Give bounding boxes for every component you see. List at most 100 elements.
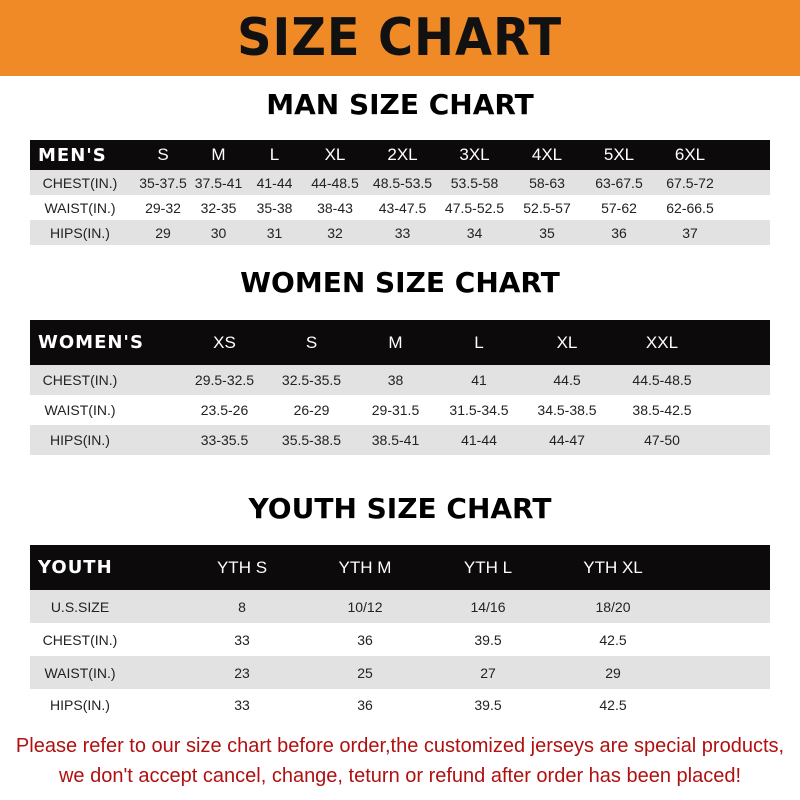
table-cell: 27 [480, 664, 496, 681]
row-label-cell: WAIST(IN.) [30, 402, 180, 418]
table-row: WAIST(IN.) 23 25 27 29 [30, 656, 770, 689]
table-cell: 36 [357, 631, 373, 648]
size-header: YTH L [463, 557, 513, 577]
size-header: S [305, 332, 318, 352]
youth-size-table: YOUTH YTH S YTH M YTH L YTH XL U.S.SIZE 8 10/12… [30, 545, 770, 721]
table-cell: 39.5 [474, 697, 502, 713]
table-cell: 29-32 [145, 199, 181, 216]
table-cell: 47-50 [644, 432, 680, 448]
table-cell: 29 [605, 664, 621, 681]
size-header: 4XL [531, 145, 563, 164]
table-cell: 32.5-35.5 [281, 372, 342, 388]
table-cell: 36 [611, 224, 627, 241]
table-label: WOMEN'S [38, 332, 144, 353]
table-cell: 38-43 [317, 199, 353, 216]
table-cell: 35 [539, 224, 555, 241]
table-cell: 43-47.5 [378, 199, 427, 216]
table-cell: 29 [155, 224, 171, 241]
table-row: HIPS(IN.) 33-35.5 35.5-38.5 38.5-41 41-44 44-… [30, 425, 770, 455]
table-cell: 33 [394, 224, 411, 241]
row-label: CHEST(IN.) [42, 372, 118, 388]
table-cell: 39.5 [474, 631, 502, 648]
men-size-table: MEN'S S M L XL 2XL 3XL 4XL 5XL 6XL CHEST(IN.) 35-37… [30, 140, 770, 245]
men-title: MAN SIZE CHART [266, 88, 534, 121]
table-cell: 29.5-32.5 [194, 372, 255, 388]
table-label: YOUTH [38, 557, 113, 578]
youth-title: YOUTH SIZE CHART [248, 492, 552, 525]
table-row: HIPS(IN.) 33 36 39.5 42.5 [30, 689, 770, 721]
size-header: XL [556, 332, 578, 352]
table-cell: 31 [266, 224, 283, 241]
row-label: HIPS(IN.) [50, 224, 110, 241]
table-cell: 42.5 [599, 631, 627, 648]
table-cell: 52.5-57 [523, 199, 571, 216]
size-header: 3XL [459, 145, 490, 164]
table-label: MEN'S [38, 144, 107, 166]
table-cell: 33 [234, 697, 250, 713]
size-header: YTH XL [583, 557, 643, 577]
table-cell: 37.5-41 [194, 174, 243, 191]
row-label-cell: CHEST(IN.) [30, 175, 135, 191]
table-row: CHEST(IN.) 35-37.5 37.5-41 41-44 44-48.5 48.5… [30, 170, 770, 195]
women-size-table: WOMEN'S XS S M L XL XXL CHEST(IN.) 29.5-32.5 32.5… [30, 320, 770, 455]
size-header: M [388, 332, 403, 352]
table-cell: 53.5-58 [450, 174, 499, 191]
size-header: 2XL [387, 145, 418, 164]
notice-line-1: Please refer to our size chart before or… [15, 735, 785, 757]
table-cell: 63-67.5 [595, 174, 643, 191]
size-header: L [474, 332, 484, 352]
table-cell: 38 [387, 372, 404, 388]
row-label-cell: HIPS(IN.) [30, 697, 180, 713]
table-cell: 29-31.5 [371, 402, 420, 418]
table-row: U.S.SIZE 8 10/12 14/16 18/20 [30, 590, 770, 623]
size-header: S [157, 145, 169, 164]
table-cell: 58-63 [529, 174, 565, 191]
table-cell: 26-29 [293, 402, 330, 418]
row-label-cell: U.S.SIZE [30, 599, 180, 615]
row-label: HIPS(IN.) [50, 432, 110, 448]
table-cell: 44.5-48.5 [632, 372, 692, 388]
table-cell: 10/12 [347, 598, 383, 615]
table-row: HIPS(IN.) 29 30 31 32 33 34 35 36 37 [30, 220, 770, 245]
size-header: XS [213, 332, 236, 352]
size-header: XXL [645, 332, 679, 352]
row-label: WAIST(IN.) [44, 664, 116, 681]
table-cell: 23.5-26 [200, 402, 249, 418]
row-label-cell: HIPS(IN.) [30, 432, 180, 448]
table-cell: 44.5 [553, 372, 581, 388]
table-cell: 48.5-53.5 [372, 174, 433, 191]
table-cell: 25 [357, 664, 373, 681]
notice-line-2: we don't accept cancel, change, teturn o… [58, 765, 742, 787]
table-cell: 42.5 [599, 697, 627, 713]
table-cell: 35.5-38.5 [281, 432, 342, 448]
table-cell: 18/20 [595, 598, 631, 615]
table-cell: 41-44 [256, 174, 293, 191]
table-cell: 14/16 [470, 598, 506, 615]
table-cell: 33-35.5 [200, 432, 249, 448]
table-cell: 47.5-52.5 [444, 199, 505, 216]
row-label: HIPS(IN.) [50, 697, 110, 713]
table-cell: 44-48.5 [311, 174, 359, 191]
table-cell: 38.5-41 [371, 432, 420, 448]
table-cell: 35-38 [256, 199, 293, 216]
row-label: CHEST(IN.) [42, 174, 118, 191]
table-cell: 32-35 [200, 199, 237, 216]
size-header: L [269, 145, 280, 164]
banner-title: SIZE CHART [237, 8, 563, 68]
table-cell: 32 [327, 224, 343, 241]
table-cell: 34 [466, 224, 483, 241]
size-header: XL [324, 145, 346, 164]
row-label: U.S.SIZE [50, 598, 110, 615]
table-cell: 36 [357, 697, 373, 713]
table-cell: 67.5-72 [666, 174, 714, 191]
row-label-cell: CHEST(IN.) [30, 632, 180, 648]
table-cell: 34.5-38.5 [537, 402, 597, 418]
table-cell: 41 [471, 372, 487, 388]
table-cell: 23 [234, 664, 250, 681]
row-label: CHEST(IN.) [42, 631, 118, 648]
table-cell: 30 [210, 224, 227, 241]
row-label-cell: HIPS(IN.) [30, 225, 135, 241]
row-label: WAIST(IN.) [44, 199, 116, 216]
table-row: WAIST(IN.) 23.5-26 26-29 29-31.5 31.5-34.5 34… [30, 395, 770, 425]
row-label-cell: CHEST(IN.) [30, 372, 180, 388]
